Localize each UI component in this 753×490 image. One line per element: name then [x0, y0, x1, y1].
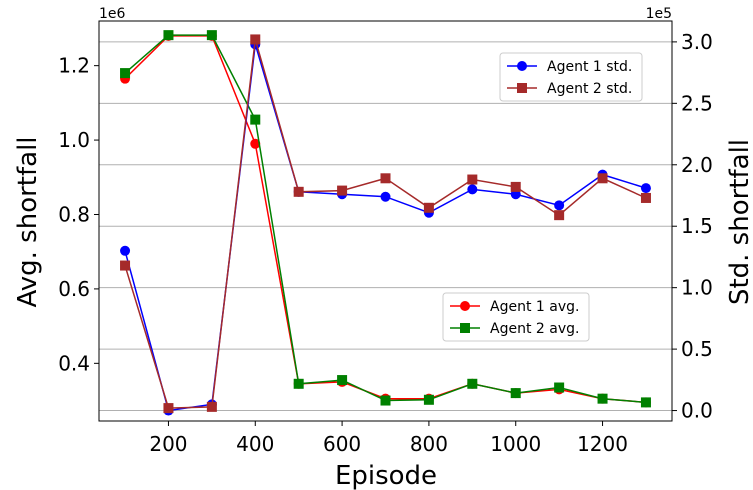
x-tick-label: 1000	[490, 432, 541, 456]
y-right-tick-label: 1.5	[681, 214, 713, 238]
data-point	[640, 183, 651, 194]
y-left-tick-label: 0.6	[58, 277, 90, 301]
legend-entry-agent1-avg-marker	[460, 301, 470, 311]
data-point	[337, 185, 348, 196]
series-agent-2-avg	[120, 30, 651, 408]
data-point	[250, 34, 261, 45]
data-point	[380, 191, 391, 202]
data-point	[120, 68, 131, 79]
y-left-tick-label: 1.0	[58, 128, 90, 152]
x-tick-label: 600	[323, 432, 361, 456]
axis-ticks: 200 400 600 800 1000 1200 0.4 0.6 0.8 1.0 1.2 0.0 0.…	[58, 30, 713, 456]
plot-frame	[98, 20, 673, 422]
y-right-tick-label: 2.5	[681, 91, 713, 115]
legend-std-box	[499, 52, 643, 102]
legend-std: Agent 1 std. Agent 2 std.	[499, 52, 643, 102]
data-point	[640, 397, 651, 408]
data-point	[467, 174, 478, 185]
x-tick-label: 800	[410, 432, 448, 456]
data-point	[510, 388, 521, 399]
x-tick-label: 400	[236, 432, 274, 456]
y-right-tick-label: 1.0	[681, 276, 713, 300]
legend-entry-agent1-avg-label: Agent 1 avg.	[490, 299, 579, 315]
data-point	[293, 186, 304, 197]
data-point	[380, 395, 391, 406]
grid-lines	[99, 41, 672, 412]
data-point	[120, 245, 131, 256]
data-point	[467, 378, 478, 389]
y-left-tick-label: 0.4	[58, 351, 90, 375]
data-point	[206, 30, 217, 41]
data-point	[640, 192, 651, 203]
x-tick-label: 200	[149, 432, 187, 456]
data-point	[554, 210, 565, 221]
left-offset-label: 1e6	[99, 6, 126, 22]
data-point	[597, 393, 608, 404]
data-point	[163, 403, 174, 414]
data-point	[250, 114, 261, 125]
x-tick-label: 1200	[577, 432, 628, 456]
data-point	[380, 173, 391, 184]
legend-entry-agent2-std-label: Agent 2 std.	[547, 81, 632, 97]
data-point	[206, 401, 217, 412]
right-offset-label: 1e5	[646, 6, 672, 22]
data-point	[554, 382, 565, 393]
data-point	[423, 202, 434, 213]
y-left-tick-label: 1.2	[58, 54, 90, 78]
right-axis-title: Std. shortfall	[725, 139, 753, 305]
y-right-tick-label: 0.0	[681, 399, 713, 423]
data-point	[293, 378, 304, 389]
legend-entry-agent1-std-marker	[517, 61, 527, 71]
series-agent-2-std	[120, 34, 651, 414]
left-axis-title: Avg. shortfall	[13, 136, 43, 307]
data-point	[597, 173, 608, 184]
legend-entry-agent1-std-label: Agent 1 std.	[547, 59, 632, 75]
y-left-tick-label: 0.8	[58, 202, 90, 226]
legend-entry-agent2-std-marker	[517, 83, 527, 93]
data-point	[467, 184, 478, 195]
data-point	[163, 30, 174, 41]
data-point	[120, 260, 131, 271]
legend-avg-box	[442, 292, 590, 342]
y-right-tick-label: 0.5	[681, 337, 713, 361]
y-right-tick-label: 3.0	[681, 30, 713, 54]
series-layer	[120, 30, 651, 416]
legend-entry-agent2-avg-marker	[460, 323, 470, 333]
data-point	[554, 200, 565, 211]
data-point	[510, 181, 521, 192]
legend-avg: Agent 1 avg. Agent 2 avg.	[442, 292, 590, 342]
data-point	[250, 138, 261, 149]
data-point	[337, 375, 348, 386]
data-point	[423, 394, 434, 405]
x-axis-title: Episode	[335, 461, 437, 490]
y-right-tick-label: 2.0	[681, 153, 713, 177]
legend-entry-agent2-avg-label: Agent 2 avg.	[490, 321, 579, 337]
